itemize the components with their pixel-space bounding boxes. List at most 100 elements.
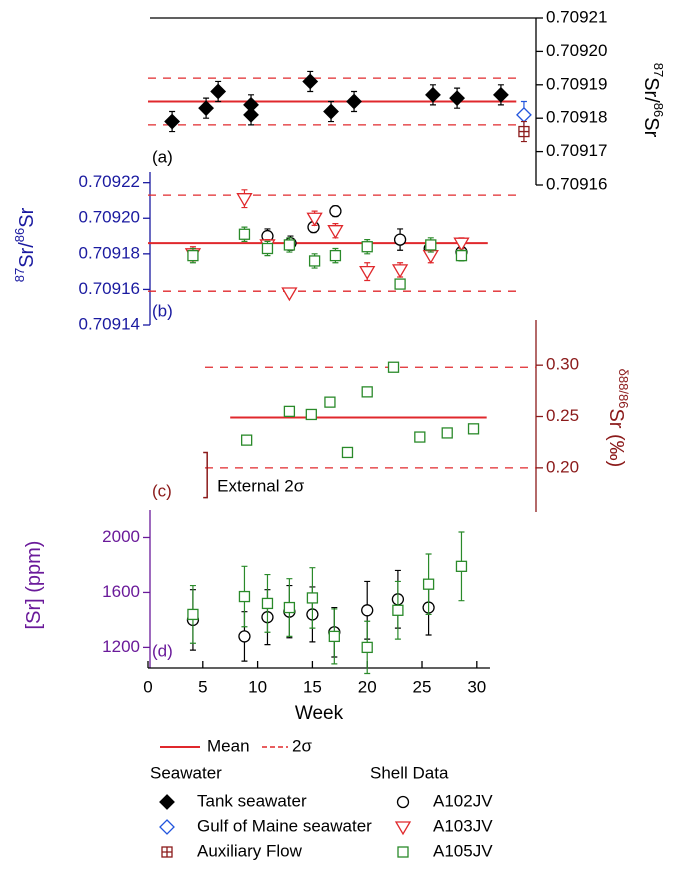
legend-marker — [159, 794, 175, 810]
data-point — [453, 237, 470, 252]
marker-shape — [361, 386, 373, 398]
marker-shape — [455, 249, 468, 262]
legend-group-title: Seawater — [150, 763, 222, 782]
data-point — [243, 106, 259, 123]
marker-shape — [323, 103, 339, 120]
data-point — [493, 86, 509, 103]
data-point — [281, 287, 298, 302]
marker-shape — [329, 249, 342, 262]
marker-shape — [422, 578, 435, 590]
marker-shape — [306, 212, 323, 227]
data-point — [361, 604, 374, 617]
data-point — [323, 103, 339, 120]
marker-shape — [341, 446, 354, 459]
data-point — [240, 434, 253, 446]
data-point — [361, 386, 373, 398]
y-axis-label: 87Sr/86Sr — [12, 207, 38, 282]
data-point — [361, 641, 373, 654]
data-point — [305, 408, 317, 421]
marker-shape — [281, 287, 298, 302]
y-axis-label-part: [Sr] (ppm) — [23, 541, 45, 630]
data-point — [283, 601, 296, 614]
y-axis-label-part: Sr (‰) — [605, 408, 627, 467]
external-error-bar — [203, 451, 208, 499]
legend-sigma-label: 2σ — [292, 736, 312, 755]
legend-entry: Gulf of Maine seawater — [197, 816, 372, 835]
marker-shape — [414, 431, 426, 443]
x-tick-label: 10 — [248, 677, 267, 696]
y-tick-label: 0.70918 — [79, 243, 140, 262]
marker-shape — [236, 193, 253, 207]
data-point — [518, 125, 530, 138]
data-point — [283, 239, 296, 251]
marker-shape — [283, 405, 296, 418]
y-tick-label: 0.70917 — [546, 141, 607, 160]
y-axis-label-part: δ — [616, 369, 631, 376]
legend-entry: Tank seawater — [197, 791, 307, 810]
external-error-label: External 2σ — [217, 477, 305, 496]
legend-marker — [396, 795, 410, 809]
data-point — [164, 113, 181, 130]
marker-shape — [261, 597, 274, 610]
data-point — [346, 93, 362, 110]
data-point — [392, 604, 404, 616]
marker-shape — [467, 423, 480, 435]
legend-marker — [397, 846, 409, 858]
y-axis-label-part: Sr — [640, 117, 662, 137]
data-point — [393, 233, 407, 246]
marker-shape — [328, 630, 340, 643]
marker-shape — [283, 239, 296, 251]
marker-shape — [324, 396, 336, 408]
data-point — [387, 361, 400, 373]
data-point — [327, 225, 344, 239]
data-point — [238, 228, 251, 240]
y-tick-label: 1600 — [102, 582, 140, 601]
marker-shape — [391, 264, 409, 279]
marker-shape — [162, 847, 172, 857]
marker-shape — [425, 86, 441, 103]
panel-label: (c) — [152, 481, 172, 500]
data-point — [455, 249, 468, 262]
legend-marker — [161, 846, 173, 858]
marker-shape — [243, 106, 259, 123]
marker-shape — [397, 846, 409, 858]
data-point — [198, 100, 215, 117]
marker-shape — [394, 278, 406, 290]
data-point — [187, 249, 199, 262]
legend-entry: A105JV — [433, 841, 493, 860]
data-point — [359, 265, 376, 280]
marker-shape — [210, 83, 227, 100]
x-tick-label: 20 — [358, 677, 377, 696]
y-axis-label-part: Sr/ — [16, 242, 38, 268]
data-point — [236, 193, 253, 207]
marker-shape — [396, 795, 410, 809]
data-point — [329, 249, 342, 262]
data-point — [328, 630, 340, 643]
y-axis-label-part: 87 — [12, 268, 27, 282]
data-point — [449, 90, 466, 107]
marker-shape — [238, 228, 251, 240]
legend-group-title: Shell Data — [370, 763, 449, 782]
y-axis-label: δ88/86Sr (‰) — [605, 369, 631, 468]
panel-label: (d) — [152, 641, 173, 660]
marker-shape — [455, 560, 468, 572]
marker-shape — [453, 237, 470, 252]
y-tick-label: 0.20 — [546, 457, 579, 476]
data-point — [308, 255, 321, 267]
legend-entry: A103JV — [433, 816, 493, 835]
marker-shape — [393, 233, 407, 246]
marker-shape — [392, 604, 404, 616]
y-tick-label: 0.70920 — [79, 208, 140, 227]
data-point — [261, 597, 274, 610]
marker-shape — [425, 239, 437, 251]
x-tick-label: 15 — [303, 677, 322, 696]
marker-shape — [159, 794, 175, 810]
data-point — [283, 405, 296, 418]
marker-shape — [238, 630, 251, 643]
data-point — [361, 241, 373, 253]
y-tick-label: 0.70916 — [79, 279, 140, 298]
y-tick-label: 0.70914 — [79, 314, 140, 333]
y-tick-label: 0.70918 — [546, 108, 607, 127]
y-axis-label-part: 87 — [651, 63, 666, 77]
legend-entry: Auxiliary Flow — [197, 841, 303, 860]
